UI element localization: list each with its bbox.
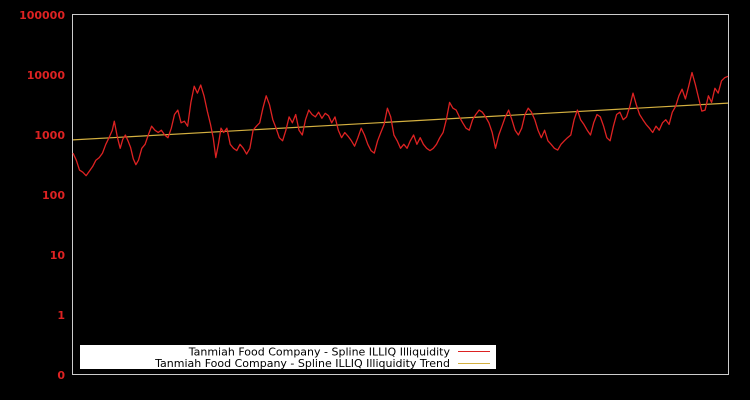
trend-line [72, 102, 729, 141]
legend-box [80, 345, 496, 369]
y-tick-label: 10000 [27, 69, 66, 82]
illiquidity-series-line [72, 71, 729, 177]
y-tick-label: 100000 [19, 9, 65, 22]
legend-label-trend: Tanmiah Food Company - Spline ILLIQ Illi… [154, 357, 450, 370]
legend-label-series: Tanmiah Food Company - Spline ILLIQ Illi… [188, 346, 451, 359]
y-tick-label: 10 [50, 249, 66, 262]
y-tick-label: 100 [42, 189, 65, 202]
y-tick-label: 1 [57, 309, 65, 322]
legend: Tanmiah Food Company - Spline ILLIQ Illi… [80, 345, 496, 370]
y-tick-label: 1000 [34, 129, 65, 142]
y-tick-label: 0 [57, 369, 65, 382]
plot-frame [72, 14, 729, 375]
plot-area [72, 71, 729, 177]
